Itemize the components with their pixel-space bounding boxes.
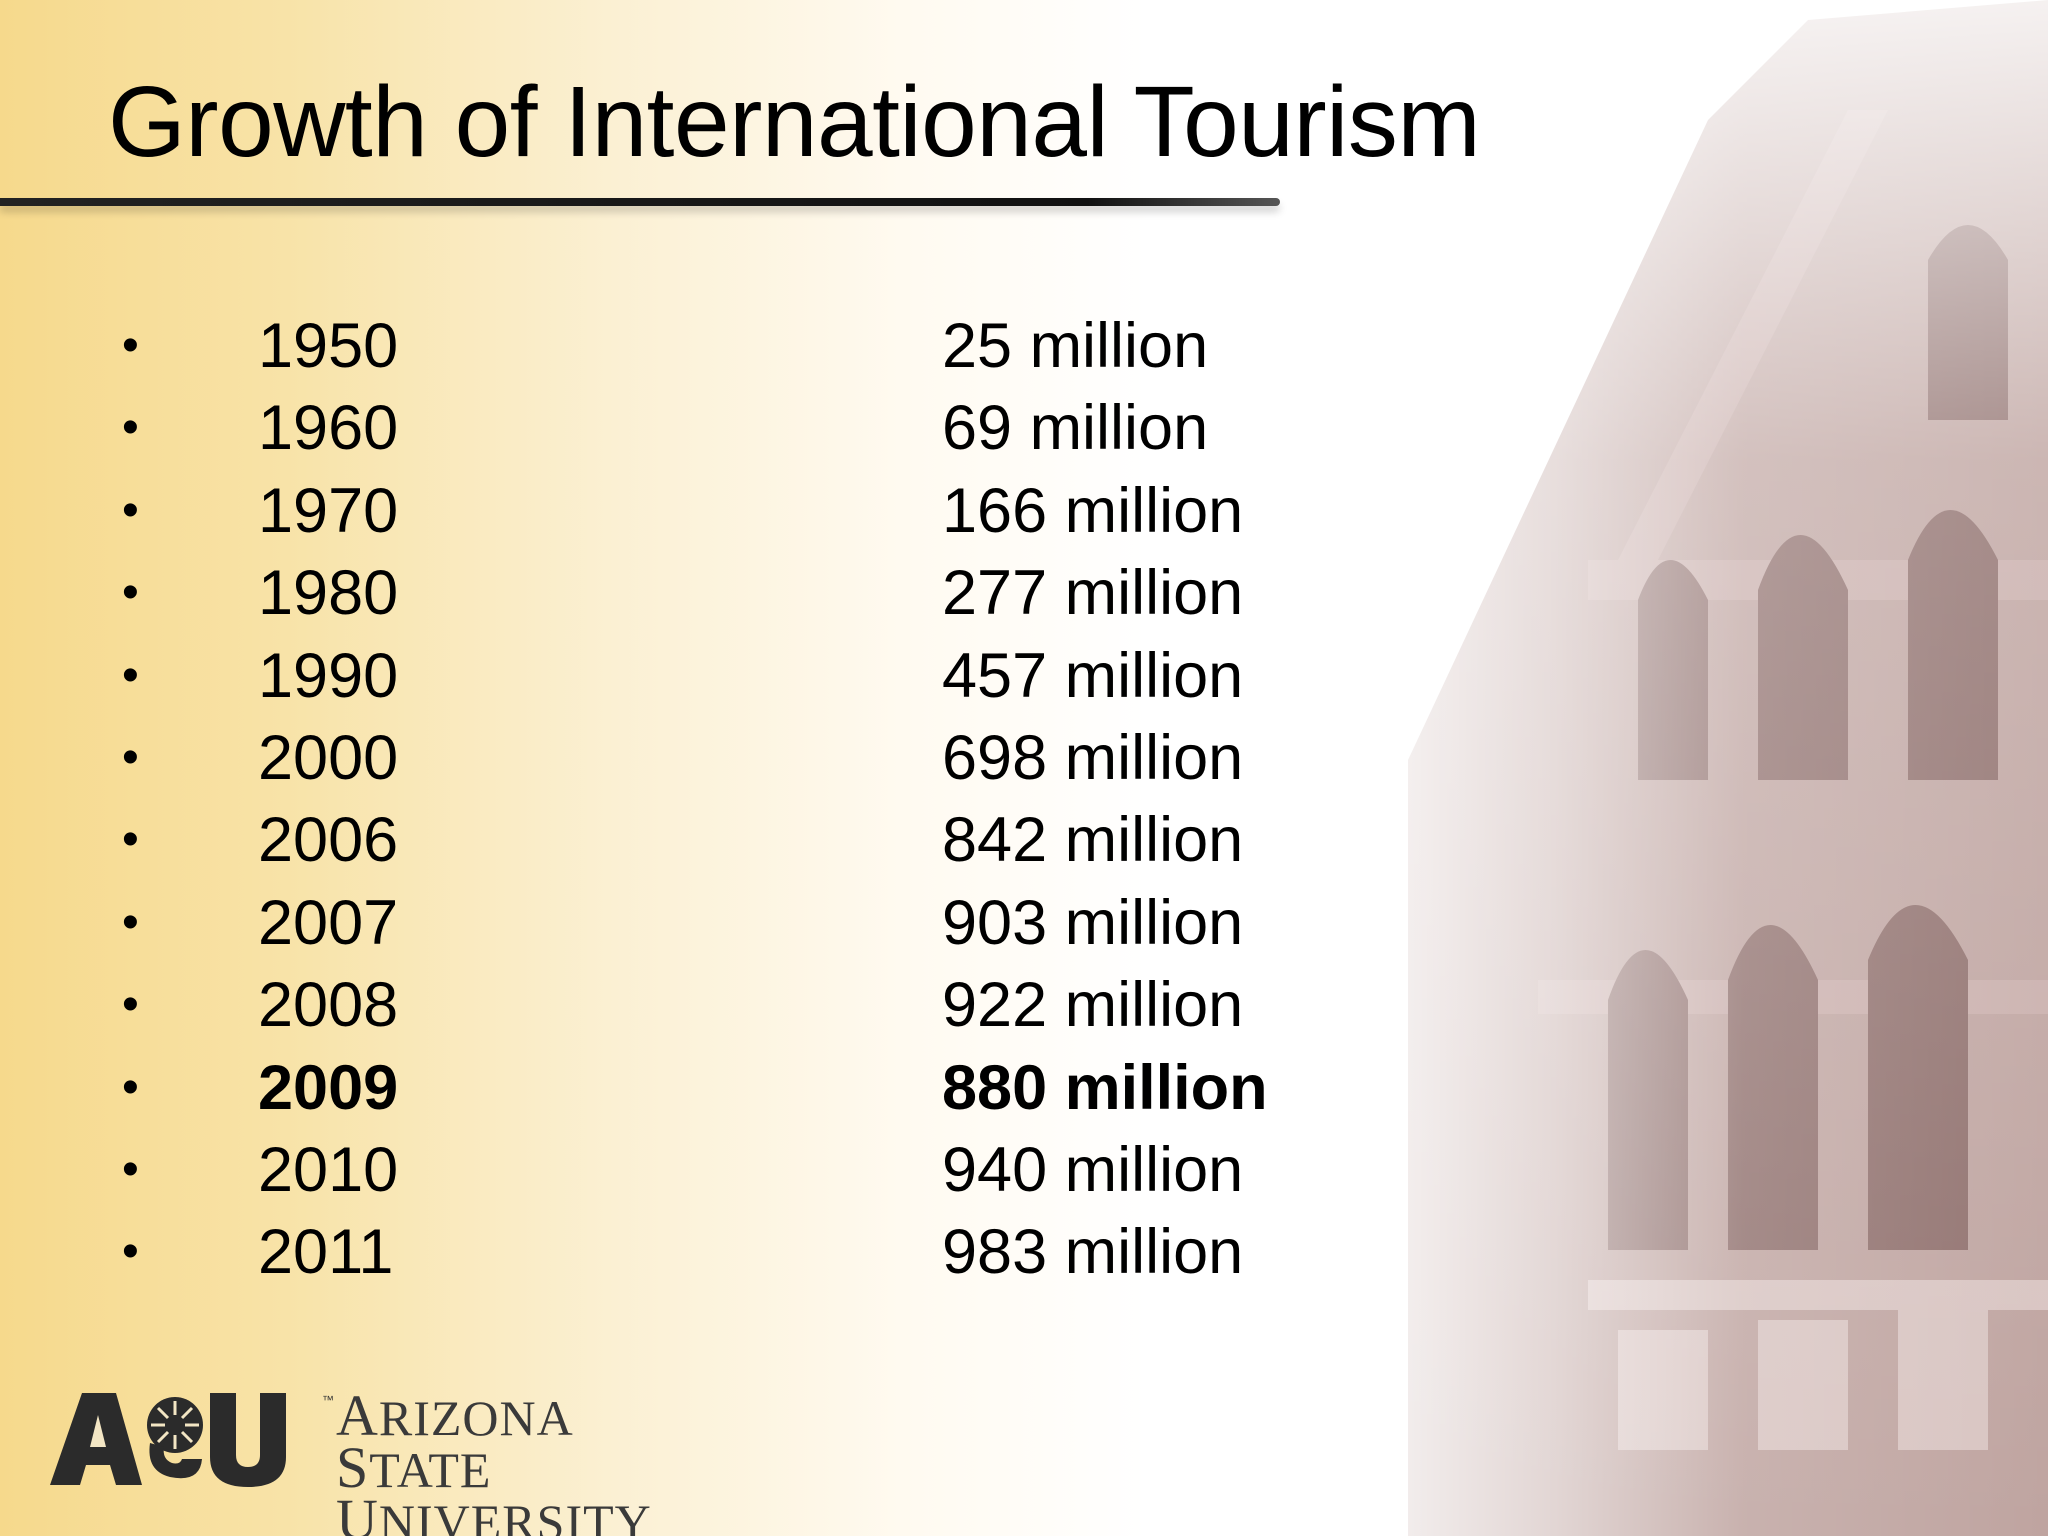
list-item: • 2009 880 million [0,1047,1400,1129]
year-label: 1990 [258,640,399,711]
year-label: 2007 [258,887,399,958]
tourist-count: 25 million [942,311,1209,381]
list-item: • 2007 903 million [0,882,1400,964]
list-item: • 1980 277 million [0,552,1400,634]
university-name-line1: ARIZONA STATE [336,1383,571,1500]
asu-wordmark-icon [50,1393,286,1487]
bullet-icon: • [122,319,139,372]
bullet-icon: • [122,483,139,537]
bullet-icon: • [122,895,139,949]
bullet-icon: • [122,566,139,620]
tourist-count: 922 million [942,970,1244,1041]
year-label: 2009 [258,1052,399,1123]
tourist-count: 457 million [942,640,1244,711]
bullet-icon: • [122,978,139,1032]
list-item: • 1950 25 million [0,305,1400,387]
tourist-count: 880 million [942,1052,1268,1123]
tourist-count: 940 million [942,1134,1244,1205]
list-item: • 1970 166 million [0,470,1400,552]
bullet-icon: • [122,730,139,784]
year-label: 2010 [258,1134,399,1205]
bullet-icon: • [122,813,139,867]
year-label: 2008 [258,970,399,1041]
year-label: 2006 [258,805,399,876]
tourism-list: • 1950 25 million • 1960 69 million • 1970 166 m… [0,305,1400,1294]
year-label: 1970 [258,475,399,546]
year-label: 1950 [258,311,399,381]
tourist-count: 903 million [942,887,1244,958]
bullet-icon: • [122,1060,139,1114]
list-item: • 1990 457 million [0,635,1400,717]
university-name: ARIZONA STATE UNIVERSITY [336,1383,690,1536]
asu-logo: ™ ARIZONA STATE UNIVERSITY [50,1385,690,1536]
list-item: • 2011 983 million [0,1211,1400,1293]
bullet-icon: • [122,648,139,702]
building-background-image [1288,0,2048,1536]
trademark-symbol: ™ [322,1393,334,1407]
year-label: 1980 [258,558,399,629]
list-item: • 2010 940 million [0,1129,1400,1211]
slide-title: Growth of International Tourism [108,66,1481,178]
tourist-count: 166 million [942,475,1244,546]
tourist-count: 698 million [942,722,1244,793]
year-label: 1960 [258,393,399,464]
bullet-icon: • [122,1225,139,1279]
tourist-count: 69 million [942,393,1209,464]
bullet-icon: • [122,1142,139,1196]
list-item: • 1960 69 million [0,387,1400,469]
year-label: 2011 [258,1217,394,1288]
tourist-count: 983 million [942,1217,1244,1288]
list-item: • 2000 698 million [0,717,1400,799]
list-item: • 2008 922 million [0,964,1400,1046]
tourist-count: 277 million [942,558,1244,629]
list-item: • 2006 842 million [0,799,1400,881]
bullet-icon: • [122,401,139,455]
title-underline [0,198,1280,206]
tourist-count: 842 million [942,805,1244,876]
university-name-line2: UNIVERSITY [336,1487,652,1536]
year-label: 2000 [258,722,399,793]
